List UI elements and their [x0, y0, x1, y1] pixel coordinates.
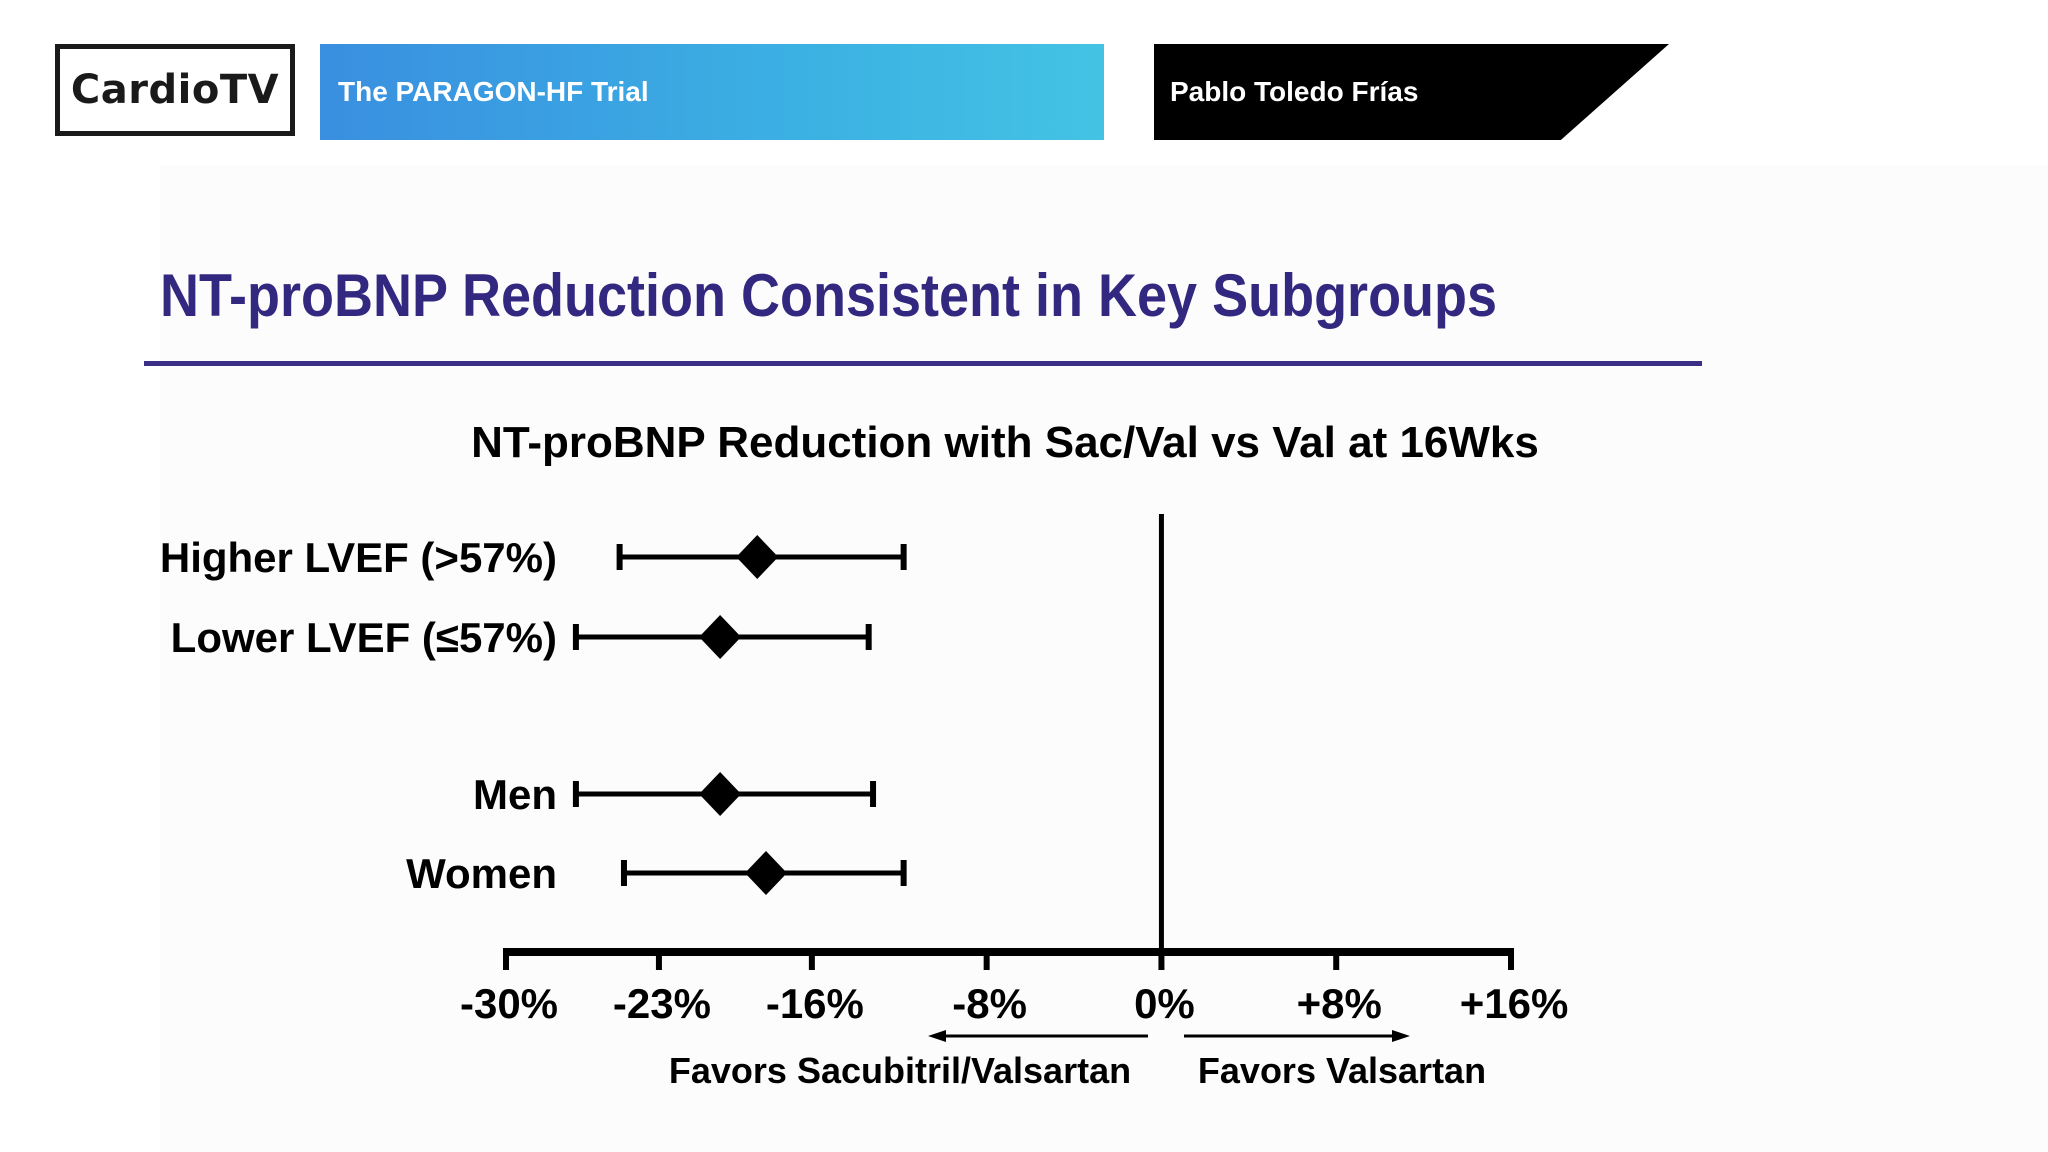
trial-name-banner: The PARAGON-HF Trial [320, 44, 1104, 140]
slide-background [160, 165, 2048, 1152]
logo-text: CardioTV [70, 67, 280, 113]
presenter-name: Pablo Toledo Frías [1170, 76, 1419, 107]
row-label: Women [406, 850, 557, 897]
x-tick-label: 0% [1134, 980, 1195, 1027]
row-label: Higher LVEF (>57%) [160, 534, 557, 581]
trial-name: The PARAGON-HF Trial [338, 76, 649, 107]
forest-axis: -30% -23% -16% -8% 0% +8% +16% Favors Sacubitri… [460, 514, 1568, 1091]
favors-left-label: Favors Sacubitril/Valsartan [669, 1050, 1131, 1091]
favors-left-arrowhead [928, 1030, 946, 1042]
x-tick-label: +8% [1297, 980, 1382, 1027]
x-tick-label: -8% [952, 980, 1027, 1027]
point-estimate-diamond [699, 615, 742, 659]
chart-title-wrap: NT-proBNP Reduction with Sac/Val vs Val … [0, 418, 2010, 468]
slide-title: NT-proBNP Reduction Consistent in Key Su… [160, 262, 1498, 329]
forest-rows: Higher LVEF (>57%) Lower LVEF (≤57%) Men Wo… [160, 534, 907, 897]
presenter-banner: Pablo Toledo Frías [1154, 44, 1669, 140]
row-label: Men [473, 771, 557, 818]
x-tick-label: +16% [1460, 980, 1569, 1027]
title-underline [144, 361, 1702, 366]
row-label: Lower LVEF (≤57%) [171, 614, 557, 661]
point-estimate-diamond [744, 851, 787, 895]
chart-title: NT-proBNP Reduction with Sac/Val vs Val … [471, 418, 1539, 467]
favors-right-arrowhead [1392, 1030, 1410, 1042]
x-tick-label: -16% [766, 980, 864, 1027]
x-tick-label: -23% [613, 980, 711, 1027]
cardiotv-logo: CardioTV [55, 44, 295, 136]
x-tick-label: -30% [460, 980, 558, 1027]
point-estimate-diamond [736, 535, 779, 579]
favors-right-label: Favors Valsartan [1198, 1050, 1486, 1091]
point-estimate-diamond [699, 772, 742, 816]
